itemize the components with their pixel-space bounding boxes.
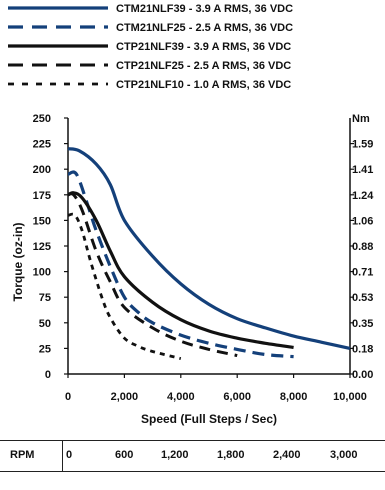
legend-label: CTP21NLF10 - 1.0 A RMS, 36 VDC bbox=[116, 79, 291, 91]
rpm-label: RPM bbox=[10, 449, 35, 461]
y-tick-label: 250 bbox=[33, 113, 51, 125]
series-line bbox=[67, 192, 238, 358]
rpm-value: 3,000 bbox=[330, 449, 358, 461]
legend-label: CTM21NLF39 - 3.9 A RMS, 36 VDC bbox=[116, 3, 293, 15]
chart-series bbox=[67, 147, 351, 360]
y-axis-title: Torque (oz-in) bbox=[11, 222, 25, 301]
rpm-value: 1,200 bbox=[161, 449, 189, 461]
x-tick-label: 2,000 bbox=[111, 391, 139, 403]
chart-legend: CTM21NLF39 - 3.9 A RMS, 36 VDC CTM21NLF25… bbox=[8, 3, 293, 91]
legend-label: CTM21NLF25 - 2.5 A RMS, 36 VDC bbox=[116, 22, 293, 34]
rpm-value: 600 bbox=[115, 449, 134, 461]
torque-speed-chart: CTM21NLF39 - 3.9 A RMS, 36 VDC CTM21NLF25… bbox=[8, 3, 375, 426]
x-tick-label: 4,000 bbox=[167, 391, 195, 403]
y-tick-label: 75 bbox=[39, 292, 51, 304]
y-tick-label: 225 bbox=[33, 139, 51, 151]
series-line bbox=[67, 147, 351, 350]
x-tick-label: 6,000 bbox=[223, 391, 251, 403]
y2-tick-label: 1.59 bbox=[352, 139, 373, 151]
y-tick-label: 125 bbox=[33, 241, 51, 253]
x-tick-label: 10,000 bbox=[333, 391, 367, 403]
rpm-label-cell bbox=[0, 441, 63, 471]
x-axis-title: Speed (Full Steps / Sec) bbox=[141, 412, 277, 426]
chart-axes: Nm 0 25 50 75 100 125 150 175 200 225 250 0.00 0.18 0.… bbox=[33, 113, 375, 403]
y-tick-label: 100 bbox=[33, 267, 51, 279]
y-tick-label: 25 bbox=[39, 343, 51, 355]
y2-tick-label: 1.06 bbox=[352, 215, 373, 227]
legend-label: CTP21NLF39 - 3.9 A RMS, 36 VDC bbox=[116, 41, 291, 53]
y-tick-label: 50 bbox=[39, 318, 51, 330]
legend-label: CTP21NLF25 - 2.5 A RMS, 36 VDC bbox=[116, 60, 291, 72]
y2-tick-label: 1.41 bbox=[352, 164, 373, 176]
y2-axis-unit: Nm bbox=[352, 113, 370, 125]
y-tick-label: 0 bbox=[45, 369, 51, 381]
rpm-table: RPM 0 600 1,200 1,800 2,400 3,000 bbox=[0, 440, 385, 472]
series-line bbox=[67, 191, 294, 349]
rpm-value: 0 bbox=[66, 449, 73, 461]
rpm-value: 1,800 bbox=[217, 449, 245, 461]
y2-tick-label: 0.71 bbox=[352, 267, 373, 279]
rpm-value: 2,400 bbox=[273, 449, 301, 461]
y-tick-label: 200 bbox=[33, 164, 51, 176]
y2-tick-label: 0.18 bbox=[352, 343, 373, 355]
x-tick-label: 8,000 bbox=[280, 391, 308, 403]
y-tick-label: 175 bbox=[33, 190, 51, 202]
y2-tick-label: 1.24 bbox=[352, 190, 374, 202]
x-tick-label: 0 bbox=[65, 391, 71, 403]
y2-tick-label: 0.88 bbox=[352, 241, 373, 253]
y2-tick-label: 0.53 bbox=[352, 292, 373, 304]
series-line bbox=[67, 212, 182, 360]
y2-tick-label: 0.00 bbox=[352, 369, 373, 381]
y-tick-label: 150 bbox=[33, 215, 51, 227]
y2-tick-label: 0.35 bbox=[352, 318, 373, 330]
